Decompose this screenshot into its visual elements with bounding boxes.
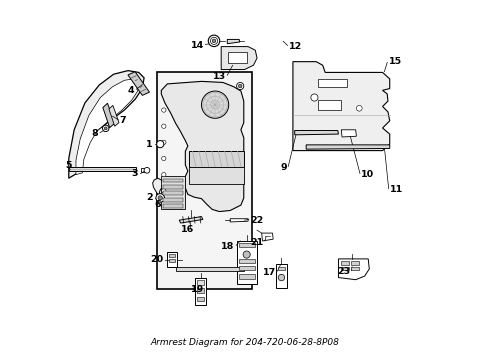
Circle shape (210, 37, 217, 44)
Polygon shape (167, 252, 177, 267)
Circle shape (201, 91, 228, 118)
Circle shape (236, 82, 244, 90)
Text: Armrest Diagram for 204-720-06-28-8P08: Armrest Diagram for 204-720-06-28-8P08 (150, 338, 338, 347)
Polygon shape (230, 219, 247, 222)
Circle shape (238, 84, 242, 88)
Text: 17: 17 (262, 268, 276, 277)
Text: 8: 8 (91, 129, 98, 138)
Text: 1: 1 (146, 140, 152, 149)
Polygon shape (227, 40, 239, 44)
Circle shape (144, 167, 149, 173)
Bar (238, 259, 254, 263)
Bar (163, 179, 183, 182)
Bar (341, 267, 348, 270)
Text: 5: 5 (65, 161, 72, 170)
Polygon shape (76, 79, 139, 175)
Circle shape (102, 125, 109, 132)
Polygon shape (294, 131, 338, 135)
Circle shape (158, 196, 162, 200)
Bar (341, 261, 348, 265)
Polygon shape (179, 217, 203, 223)
Text: 23: 23 (336, 267, 349, 276)
Circle shape (310, 94, 317, 101)
Circle shape (278, 274, 284, 281)
Text: 16: 16 (181, 225, 194, 234)
Circle shape (162, 108, 165, 112)
Bar (163, 204, 183, 208)
Polygon shape (261, 233, 273, 241)
Text: 20: 20 (150, 255, 163, 264)
Text: 4: 4 (127, 86, 134, 95)
Circle shape (162, 124, 165, 129)
Bar (156, 72, 251, 289)
Text: 15: 15 (388, 57, 401, 66)
Polygon shape (102, 103, 115, 128)
Bar (317, 79, 346, 87)
Circle shape (356, 105, 362, 111)
Text: 10: 10 (361, 170, 374, 179)
Polygon shape (236, 241, 257, 284)
Text: 13: 13 (212, 72, 225, 81)
Polygon shape (128, 72, 149, 95)
Text: 11: 11 (389, 185, 403, 194)
Bar (197, 297, 204, 301)
Circle shape (162, 172, 165, 177)
Polygon shape (221, 46, 257, 69)
Polygon shape (188, 167, 244, 184)
Bar (169, 259, 175, 262)
Polygon shape (188, 151, 244, 167)
Circle shape (156, 140, 163, 148)
Text: 2: 2 (146, 193, 152, 202)
Bar (238, 266, 254, 270)
Polygon shape (161, 176, 185, 209)
Circle shape (104, 127, 107, 130)
Text: 18: 18 (221, 242, 234, 251)
Bar (163, 198, 183, 202)
Text: 14: 14 (190, 41, 203, 50)
Circle shape (156, 194, 164, 202)
Bar (163, 192, 183, 195)
Polygon shape (161, 81, 244, 212)
Text: 6: 6 (154, 200, 161, 209)
Text: 22: 22 (250, 216, 263, 225)
Bar (163, 185, 183, 189)
Bar (197, 288, 204, 293)
Text: 9: 9 (280, 163, 286, 172)
Text: 21: 21 (250, 238, 263, 247)
Circle shape (243, 251, 250, 258)
Text: 19: 19 (190, 285, 203, 294)
Circle shape (162, 156, 165, 161)
Polygon shape (292, 62, 389, 150)
Bar (278, 267, 284, 270)
Text: 12: 12 (288, 42, 302, 51)
Polygon shape (152, 178, 163, 194)
Circle shape (212, 39, 215, 42)
Polygon shape (69, 71, 144, 178)
Polygon shape (305, 145, 389, 149)
Polygon shape (341, 130, 356, 137)
Bar (197, 280, 204, 285)
Text: 7: 7 (120, 116, 126, 125)
Polygon shape (195, 278, 206, 305)
Bar (169, 253, 175, 257)
Circle shape (162, 140, 165, 144)
Bar (351, 261, 359, 265)
Circle shape (208, 35, 219, 46)
Bar (317, 100, 341, 110)
Polygon shape (69, 167, 136, 171)
Polygon shape (176, 267, 244, 271)
Polygon shape (338, 259, 368, 280)
Circle shape (162, 189, 165, 193)
Bar (227, 52, 247, 63)
Bar (238, 274, 254, 279)
Bar (351, 267, 359, 270)
Text: 3: 3 (132, 169, 138, 178)
Polygon shape (109, 105, 119, 126)
Polygon shape (276, 264, 286, 288)
Bar (140, 168, 148, 172)
Bar (238, 243, 254, 247)
